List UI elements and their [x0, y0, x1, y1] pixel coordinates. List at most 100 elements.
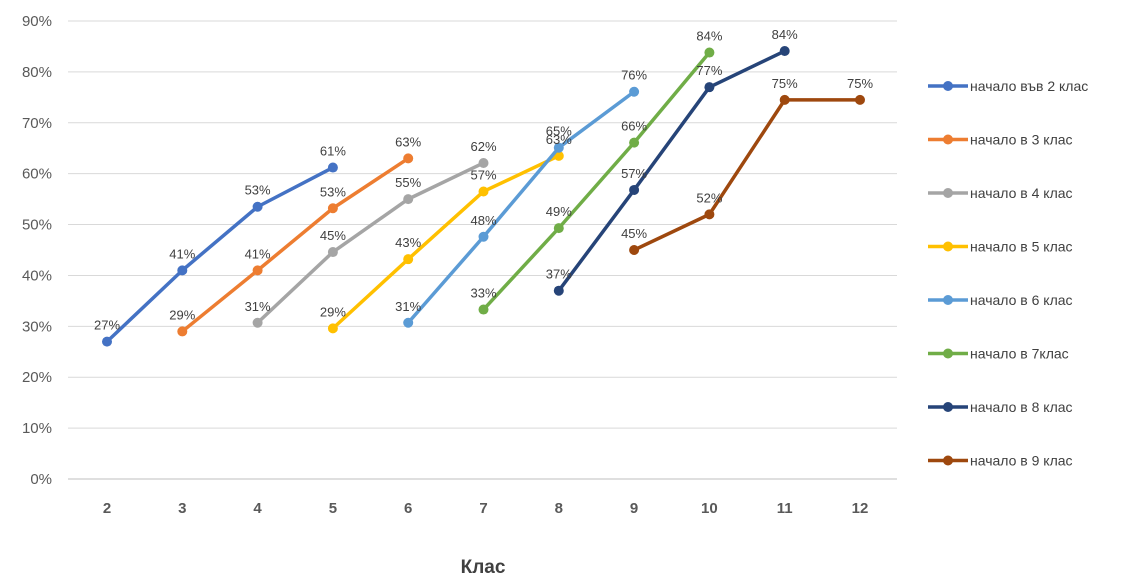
y-tick-label: 50% — [22, 217, 52, 234]
x-tick-label: 8 — [555, 500, 563, 517]
data-label: 62% — [470, 139, 496, 154]
legend: начало във 2 клас начало в 3 клас начало в… — [928, 78, 1088, 469]
data-point — [629, 86, 640, 97]
legend-label: начало в 5 клас — [970, 239, 1073, 255]
data-point — [855, 94, 865, 105]
x-tick-label: 9 — [630, 500, 638, 517]
series-line — [557, 49, 786, 292]
series-line — [181, 156, 410, 333]
data-label: 29% — [169, 307, 195, 322]
x-tick-label: 7 — [479, 500, 487, 517]
data-point — [327, 247, 338, 258]
legend-swatch-marker — [943, 134, 953, 145]
legend-swatch-marker — [943, 241, 953, 252]
y-tick-label: 80% — [22, 64, 52, 81]
y-tick-label: 90% — [22, 13, 52, 30]
data-label: 53% — [245, 183, 271, 198]
legend-swatch-marker — [943, 455, 953, 466]
legend-label: начало в 3 клас — [970, 132, 1073, 148]
y-tick-label: 30% — [22, 318, 52, 335]
data-point — [779, 94, 790, 105]
data-point — [478, 231, 489, 242]
x-tick-label: 11 — [777, 500, 793, 517]
data-label: 45% — [621, 226, 647, 241]
data-label: 66% — [621, 119, 647, 134]
y-tick-label: 0% — [30, 471, 52, 488]
x-tick-label: 3 — [178, 500, 186, 517]
data-point — [704, 82, 715, 93]
legend-swatch-marker — [943, 188, 953, 198]
data-label: 77% — [696, 63, 722, 78]
data-point — [779, 46, 790, 57]
data-point — [177, 265, 188, 276]
data-label: 65% — [546, 124, 572, 139]
data-label: 52% — [696, 190, 722, 205]
data-point — [102, 336, 112, 347]
data-point — [327, 323, 338, 334]
x-axis-ticks: 2 3 4 5 6 7 8 9 10 11 12 — [103, 500, 869, 517]
data-point — [327, 203, 338, 214]
data-label: 63% — [395, 134, 421, 149]
data-label: 41% — [245, 246, 271, 261]
data-point — [704, 209, 715, 220]
data-point — [553, 285, 564, 296]
y-tick-label: 60% — [22, 166, 52, 183]
legend-swatch-marker — [943, 402, 953, 412]
series-lines — [102, 46, 865, 347]
data-label: 55% — [395, 175, 421, 190]
legend-swatch-marker — [943, 295, 953, 305]
data-label: 76% — [621, 68, 647, 83]
x-tick-label: 5 — [329, 500, 337, 517]
data-label: 33% — [470, 286, 496, 301]
data-point — [252, 317, 263, 328]
legend-label: начало в 9 клас — [970, 453, 1073, 469]
data-point — [629, 137, 640, 148]
data-label: 84% — [696, 29, 722, 44]
data-point — [478, 157, 489, 168]
data-labels: 27% 41% 53% 61% 29% 41% 53% 63% 31% 45% 55% 62% 29% 4… — [94, 27, 873, 333]
y-tick-label: 10% — [22, 420, 52, 437]
data-label: 27% — [94, 318, 120, 333]
legend-label: начало в 8 клас — [970, 399, 1073, 415]
data-point — [252, 265, 263, 276]
data-label: 45% — [320, 228, 346, 243]
x-axis-title: Клас — [461, 557, 506, 576]
data-point — [403, 317, 414, 328]
series-line — [105, 166, 334, 343]
gridlines — [68, 20, 897, 480]
data-label: 61% — [320, 144, 346, 159]
x-tick-label: 2 — [103, 500, 111, 517]
data-label: 49% — [546, 204, 572, 219]
data-point — [403, 254, 414, 265]
data-label: 63% — [546, 132, 572, 147]
x-tick-label: 10 — [701, 500, 718, 517]
series-line — [406, 90, 636, 324]
data-point — [478, 186, 489, 197]
y-tick-label: 70% — [22, 115, 52, 132]
data-label: 53% — [320, 184, 346, 199]
data-label: 75% — [772, 76, 798, 91]
data-point — [704, 47, 715, 58]
data-point — [252, 201, 263, 212]
data-point — [629, 184, 640, 195]
data-label: 57% — [470, 167, 496, 182]
data-point — [327, 162, 338, 173]
data-point — [478, 304, 489, 315]
data-label: 57% — [621, 166, 647, 181]
series-line — [482, 51, 711, 311]
series-line — [256, 161, 485, 325]
data-point — [553, 223, 564, 234]
data-point — [403, 153, 414, 164]
series-line — [633, 98, 860, 252]
legend-label: начало във 2 клас — [970, 78, 1088, 94]
y-axis-ticks: 0% 10% 20% 30% 40% 50% 60% 70% 80% 90% — [22, 13, 52, 488]
data-point — [553, 142, 564, 153]
data-label: 48% — [470, 213, 496, 228]
legend-swatch-marker — [943, 81, 953, 91]
data-label: 75% — [847, 76, 873, 91]
series-line — [331, 154, 560, 330]
legend-swatch-marker — [943, 348, 953, 359]
data-label: 37% — [546, 267, 572, 282]
legend-label: начало в 4 клас — [970, 185, 1073, 201]
